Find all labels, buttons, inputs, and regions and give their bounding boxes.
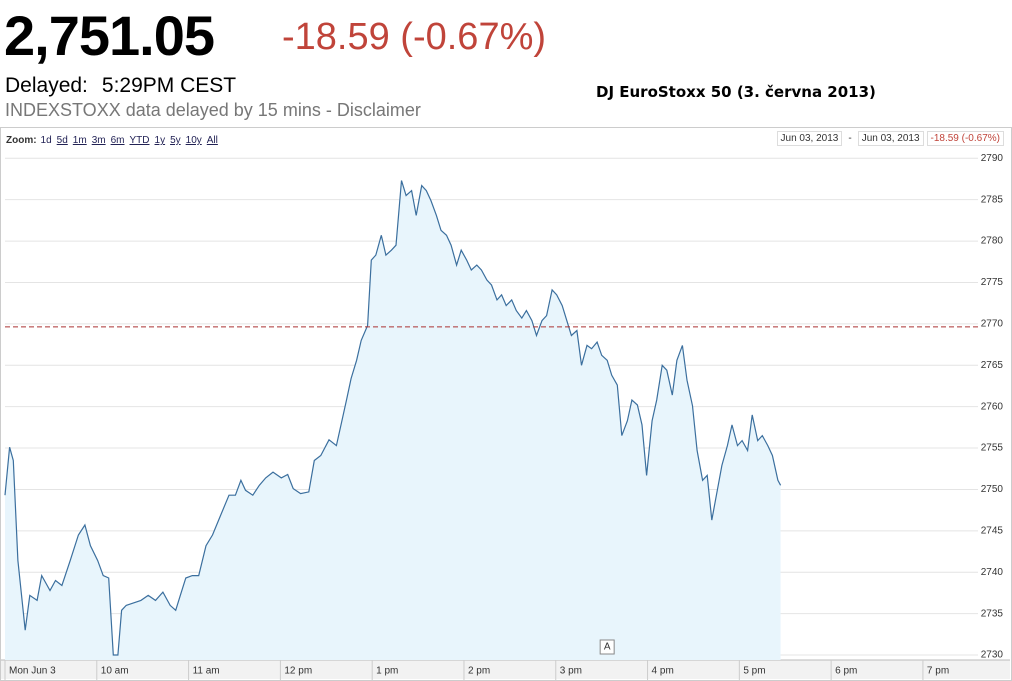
source-note[interactable]: INDEXSTOXX data delayed by 15 mins - Dis… bbox=[5, 100, 421, 120]
zoom-label: Zoom: bbox=[6, 135, 37, 146]
x-tick-label: 10 am bbox=[101, 666, 129, 677]
area-fill bbox=[5, 180, 781, 660]
y-tick-label: 2790 bbox=[981, 153, 1004, 164]
range-separator: - bbox=[848, 133, 852, 144]
y-tick-label: 2735 bbox=[981, 608, 1004, 619]
annotation-label: A bbox=[604, 642, 611, 653]
y-tick-label: 2755 bbox=[981, 443, 1004, 454]
x-tick-label: 7 pm bbox=[927, 666, 949, 677]
x-tick-label: 3 pm bbox=[560, 666, 582, 677]
zoom-option[interactable]: All bbox=[206, 135, 218, 146]
y-tick-label: 2760 bbox=[981, 401, 1004, 412]
zoom-toolbar: Zoom: 1d 5d 1m 3m 6m YTD 1y 5y 10y All bbox=[6, 135, 223, 146]
range-display: Jun 03, 2013- Jun 03, 2013 -18.59 (-0.67%) bbox=[774, 131, 1004, 146]
price-change: -18.59 (-0.67%) bbox=[282, 16, 547, 58]
price: 2,751.05 bbox=[4, 4, 215, 67]
x-tick-label: 12 pm bbox=[284, 666, 312, 677]
range-end: Jun 03, 2013 bbox=[857, 131, 924, 146]
y-tick-label: 2740 bbox=[981, 567, 1004, 578]
x-tick-label: 1 pm bbox=[376, 666, 398, 677]
zoom-option[interactable]: 5d bbox=[56, 135, 68, 146]
zoom-option[interactable]: 3m bbox=[91, 135, 106, 146]
range-start: Jun 03, 2013 bbox=[776, 131, 843, 146]
x-tick-label: Mon Jun 3 bbox=[9, 666, 56, 677]
x-tick-label: 5 pm bbox=[743, 666, 765, 677]
zoom-option[interactable]: YTD bbox=[129, 135, 150, 146]
zoom-option[interactable]: 1m bbox=[72, 135, 87, 146]
y-tick-label: 2750 bbox=[981, 484, 1004, 495]
chart-title: DJ EuroStoxx 50 (3. června 2013) bbox=[596, 83, 876, 101]
price-line bbox=[4, 180, 782, 656]
x-tick-label: 11 am bbox=[193, 666, 220, 677]
x-tick-label: 2 pm bbox=[468, 666, 490, 677]
y-tick-label: 2765 bbox=[981, 360, 1004, 371]
x-tick-label: 4 pm bbox=[652, 666, 674, 677]
x-tick-label: 6 pm bbox=[835, 666, 857, 677]
y-tick-label: 2785 bbox=[981, 194, 1004, 205]
zoom-option[interactable]: 1d bbox=[40, 135, 52, 146]
x-axis-band bbox=[1, 660, 1010, 679]
annotation-flag bbox=[599, 639, 615, 655]
zoom-option[interactable]: 10y bbox=[185, 135, 202, 146]
y-tick-label: 2745 bbox=[981, 525, 1004, 536]
delayed-label: Delayed: bbox=[5, 74, 88, 97]
y-tick-label: 2775 bbox=[981, 277, 1004, 288]
range-change: -18.59 (-0.67%) bbox=[926, 131, 1004, 146]
y-tick-label: 2730 bbox=[981, 650, 1004, 661]
delayed-info: Delayed: 5:29PM CEST bbox=[5, 74, 236, 98]
delayed-time: 5:29PM CEST bbox=[101, 74, 237, 97]
y-tick-label: 2780 bbox=[981, 236, 1004, 247]
zoom-option[interactable]: 6m bbox=[110, 135, 125, 146]
zoom-option[interactable]: 1y bbox=[154, 135, 166, 146]
y-tick-label: 2770 bbox=[981, 319, 1004, 330]
zoom-option[interactable]: 5y bbox=[170, 135, 181, 146]
